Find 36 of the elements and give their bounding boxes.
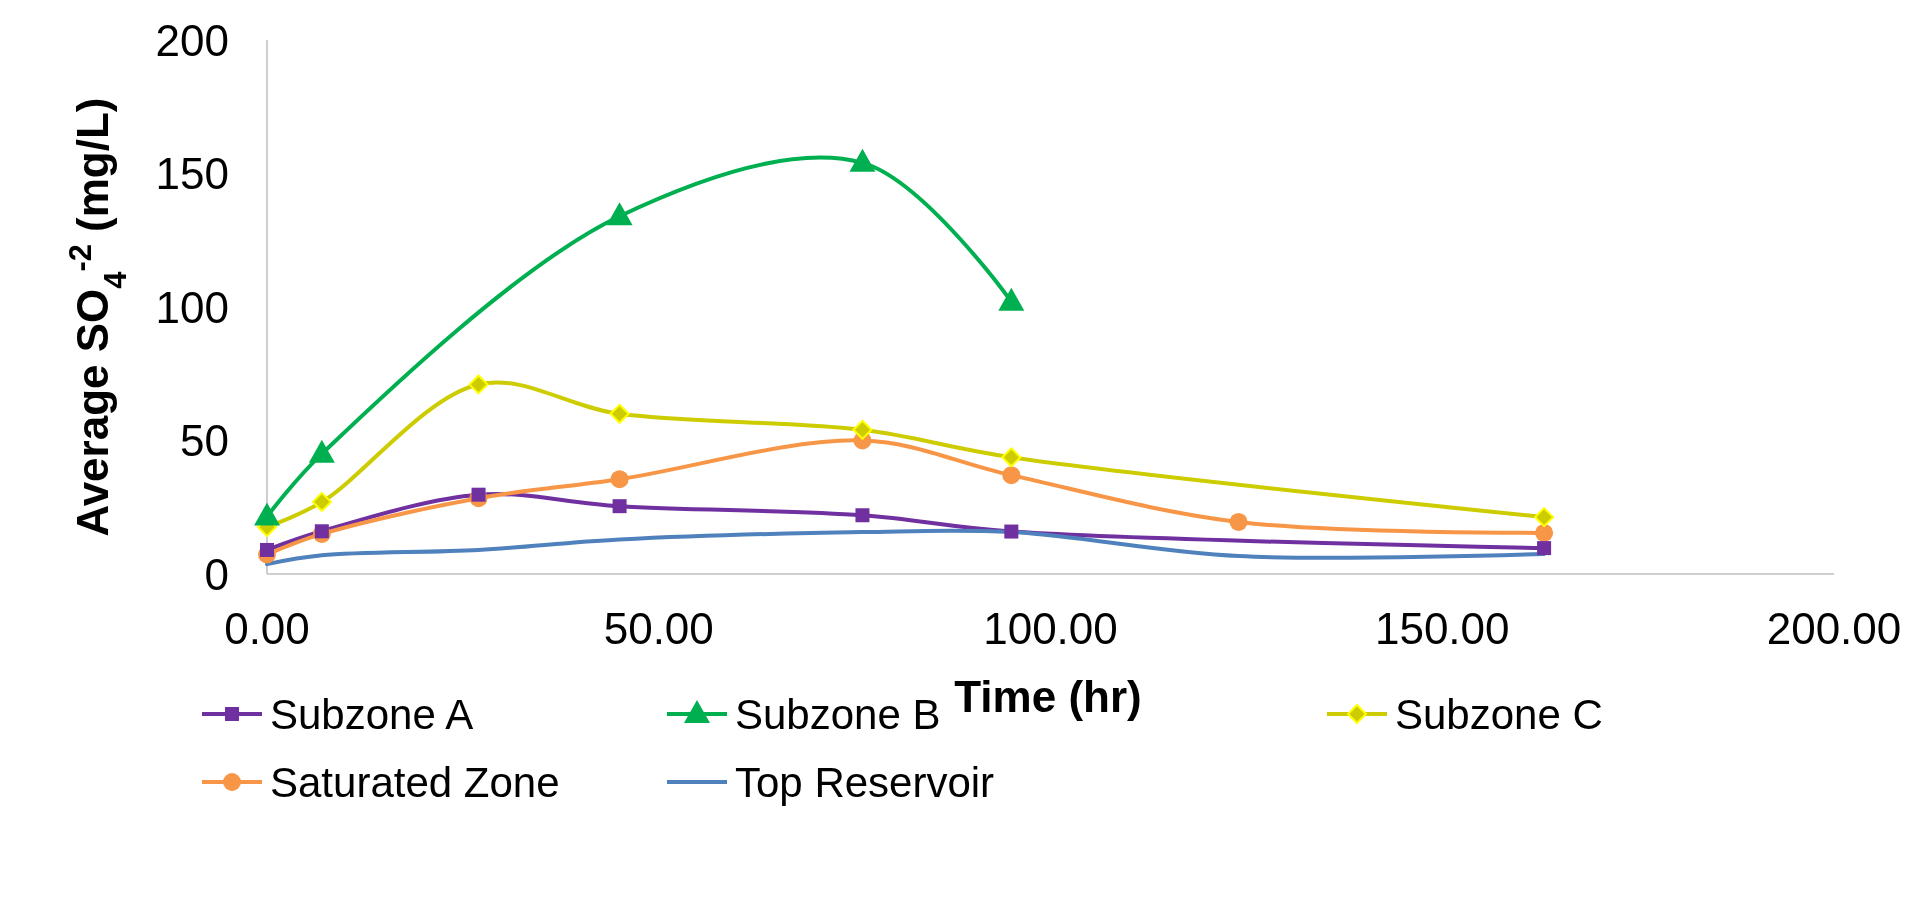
x-tick-label: 50.00 — [603, 604, 714, 653]
point — [311, 491, 332, 512]
point — [1534, 507, 1555, 528]
point — [1537, 541, 1552, 556]
y-tick-label: 200 — [155, 15, 229, 65]
y-tick-label: 100 — [155, 282, 229, 332]
point — [1001, 447, 1022, 468]
y-tick-label: 0 — [204, 549, 229, 599]
point — [260, 542, 274, 557]
legend-label: Subzone C — [1395, 690, 1603, 738]
x-tick-label: 150.00 — [1374, 604, 1510, 653]
y-tick-label: 150 — [155, 149, 229, 198]
x-tick-label: 100.00 — [983, 604, 1118, 653]
point — [610, 470, 629, 489]
point — [1535, 523, 1554, 542]
x-axis-title: Time (hr) — [954, 672, 1142, 721]
point — [1229, 512, 1248, 531]
point — [609, 403, 630, 424]
point — [468, 374, 489, 395]
point — [471, 487, 486, 502]
point — [314, 524, 329, 539]
point — [855, 508, 870, 523]
point — [849, 148, 876, 172]
legend-label: Saturated Zone — [270, 758, 560, 806]
x-tick-label: 0.00 — [224, 604, 310, 653]
point — [852, 419, 873, 440]
legend-label: Top Reservoir — [735, 758, 995, 806]
point — [998, 287, 1025, 311]
legend-label: Subzone B — [735, 690, 941, 738]
x-tick-label: 200.00 — [1766, 604, 1902, 653]
point — [1002, 466, 1021, 485]
legend-label: Subzone A — [270, 690, 474, 738]
point — [606, 202, 633, 226]
point — [1004, 524, 1019, 539]
point — [612, 499, 627, 514]
y-tick-label: 50 — [180, 416, 229, 465]
